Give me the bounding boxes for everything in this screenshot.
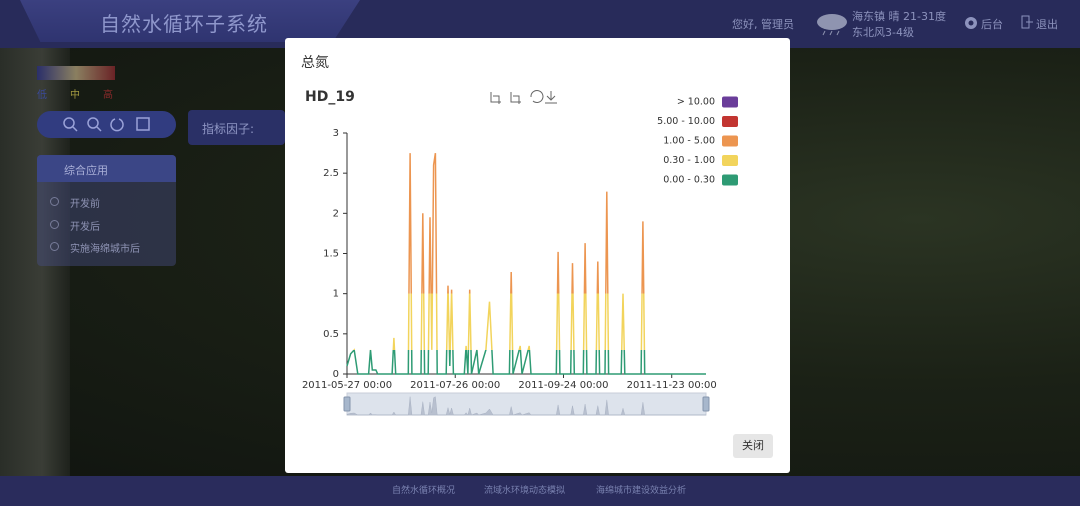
legend-mid: 中 [70,90,80,101]
panel-header: 综合应用 [37,155,176,182]
header: 自然水循环子系统 您好, 管理员 海东镇 晴 21-31度 东北风3-4级 后台… [0,0,1080,48]
option[interactable]: 开发前 [70,199,100,210]
legend-swatch [722,135,738,147]
zoom-preview [346,396,706,416]
footer-link[interactable]: 流域水环境动态模拟 [484,486,566,496]
y-tick-label: 3 [333,128,339,139]
side-panel: 综合应用 开发前 开发后 实施海绵城市后 [37,155,176,266]
legend-low: 低 [37,90,47,101]
y-tick-label: 1 [333,289,339,300]
x-tick-label: 2011-11-23 00:00 [627,380,717,391]
radio[interactable] [50,220,59,229]
option[interactable]: 开发后 [70,222,100,233]
app-title: 自然水循环子系统 [100,12,268,36]
logout-link[interactable]: 退出 [1036,18,1058,31]
factor-label: 指标因子: [202,122,255,136]
greeting: 您好, 管理员 [732,18,794,31]
legend-label: 5.00 - 10.00 [657,116,715,127]
admin-link[interactable]: 后台 [981,18,1003,31]
legend-label: 0.00 - 0.30 [663,175,715,186]
x-tick-label: 2011-09-24 00:00 [518,380,608,391]
map-tools [37,111,176,138]
x-tick-label: 2011-07-26 00:00 [410,380,500,391]
zoom-handle[interactable] [343,396,351,412]
factor-box: 指标因子: [188,110,285,145]
footer [0,476,1080,506]
legend-swatch [722,174,738,186]
legend-swatch [722,155,738,166]
map-legend-bar [37,66,115,80]
y-tick-label: 2.5 [323,168,339,179]
data-line [346,152,706,375]
modal-title: 总氮 [301,55,329,71]
zoom-track [346,392,707,416]
y-tick-label: 0.5 [323,329,339,340]
wind: 东北风3-4级 [852,26,914,39]
radio[interactable] [50,242,59,251]
chart-title: HD_19 [305,89,355,105]
weather-icon [817,14,847,36]
radio[interactable] [50,197,59,206]
legend-high: 高 [103,90,113,101]
admin-icon [965,17,977,29]
zoom-handle[interactable] [702,396,710,412]
legend-label: 1.00 - 5.00 [663,136,715,147]
x-tick-label: 2011-05-27 00:00 [302,380,392,391]
logout-icon [1021,15,1033,29]
option[interactable]: 实施海绵城市后 [70,244,140,255]
modal: 总氮 HD_19 0 0.5 1 1.5 2 2.5 3 2011-05-27 00:00 20… [285,38,790,473]
footer-link[interactable]: 海绵城市建设效益分析 [596,486,687,496]
panel-title: 综合应用 [64,164,108,177]
close-button[interactable]: 关闭 [733,434,773,458]
legend-swatch [722,116,738,127]
legend-swatch [722,96,738,108]
y-tick-label: 1.5 [323,249,339,260]
footer-link[interactable]: 自然水循环概况 [392,486,456,496]
chart: 总氮 HD_19 0 0.5 1 1.5 2 2.5 3 2011-05-27 00:00 20… [301,55,738,416]
weather: 海东镇 晴 21-31度 [852,10,946,23]
y-tick-label: 2 [333,208,339,219]
title-tab [20,0,360,42]
map-tool-icons[interactable] [37,111,176,138]
legend-label: > 10.00 [677,97,715,108]
y-tick-label: 0 [333,369,339,380]
legend-label: 0.30 - 1.00 [663,155,715,166]
chart-toolbox[interactable] [490,90,557,104]
